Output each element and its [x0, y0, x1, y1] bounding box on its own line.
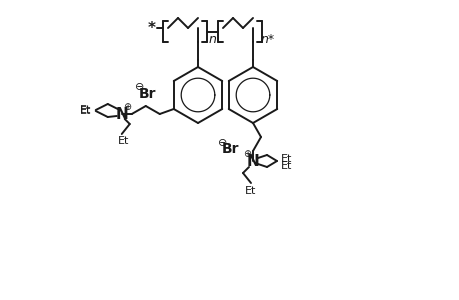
- Text: Et: Et: [281, 161, 292, 171]
- Text: N: N: [246, 154, 259, 169]
- Text: ⊕: ⊕: [242, 149, 251, 159]
- Text: n*: n*: [260, 32, 274, 46]
- Text: Br: Br: [222, 142, 239, 156]
- Text: ⊕: ⊕: [123, 102, 130, 112]
- Text: Et: Et: [245, 186, 256, 196]
- Text: n: n: [208, 32, 217, 46]
- Text: Et: Et: [80, 105, 91, 115]
- Text: Et: Et: [80, 106, 91, 116]
- Text: ⊖: ⊖: [218, 138, 227, 148]
- Text: Et: Et: [118, 136, 129, 146]
- Text: Br: Br: [139, 87, 156, 101]
- Text: N: N: [115, 106, 128, 122]
- Text: *: *: [148, 20, 156, 35]
- Text: ⊖: ⊖: [135, 82, 144, 92]
- Text: Et: Et: [281, 154, 292, 164]
